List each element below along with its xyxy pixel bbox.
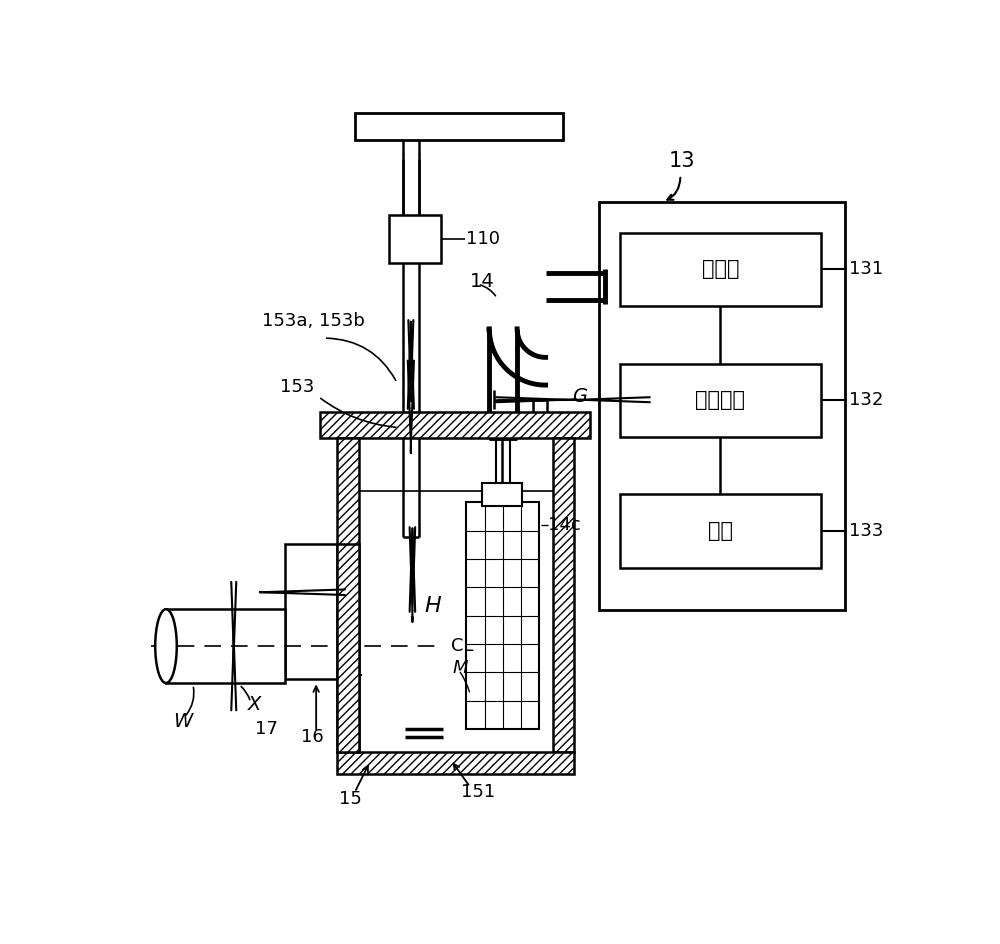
- Text: 14c: 14c: [548, 516, 581, 534]
- Bar: [553, 438, 574, 752]
- Text: CL: CL: [451, 637, 473, 655]
- Text: H: H: [424, 596, 441, 616]
- Bar: [320, 412, 590, 438]
- Text: 110: 110: [466, 229, 500, 247]
- Text: X: X: [248, 695, 261, 715]
- Text: 151: 151: [461, 784, 495, 801]
- Text: 电源: 电源: [708, 521, 733, 541]
- Bar: [337, 752, 574, 774]
- Text: 153: 153: [280, 378, 314, 396]
- Bar: [466, 502, 539, 730]
- Bar: [389, 215, 441, 262]
- Text: 153a, 153b: 153a, 153b: [262, 312, 365, 330]
- Text: 13: 13: [669, 151, 695, 171]
- Bar: [620, 363, 820, 437]
- Bar: [482, 483, 522, 506]
- Text: 17: 17: [255, 720, 278, 738]
- Bar: [285, 545, 339, 680]
- Text: 控制装置: 控制装置: [695, 390, 745, 410]
- Bar: [337, 438, 358, 752]
- Text: G: G: [573, 387, 588, 406]
- Text: 133: 133: [849, 522, 883, 540]
- Bar: [337, 545, 358, 752]
- Bar: [620, 495, 820, 567]
- Bar: [166, 609, 285, 683]
- Bar: [599, 202, 845, 610]
- Ellipse shape: [155, 609, 177, 683]
- Text: 16: 16: [301, 728, 324, 746]
- Text: W: W: [173, 712, 193, 731]
- Text: 131: 131: [849, 260, 883, 278]
- Text: 15: 15: [339, 789, 362, 807]
- Bar: [355, 113, 563, 141]
- Text: 132: 132: [849, 391, 883, 409]
- Text: 压缩机: 压缩机: [702, 259, 739, 278]
- Text: M: M: [452, 659, 468, 677]
- Text: 14: 14: [470, 272, 495, 291]
- Bar: [620, 232, 820, 306]
